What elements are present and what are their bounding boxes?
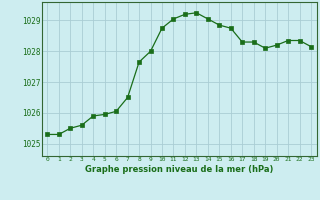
X-axis label: Graphe pression niveau de la mer (hPa): Graphe pression niveau de la mer (hPa) [85,165,273,174]
